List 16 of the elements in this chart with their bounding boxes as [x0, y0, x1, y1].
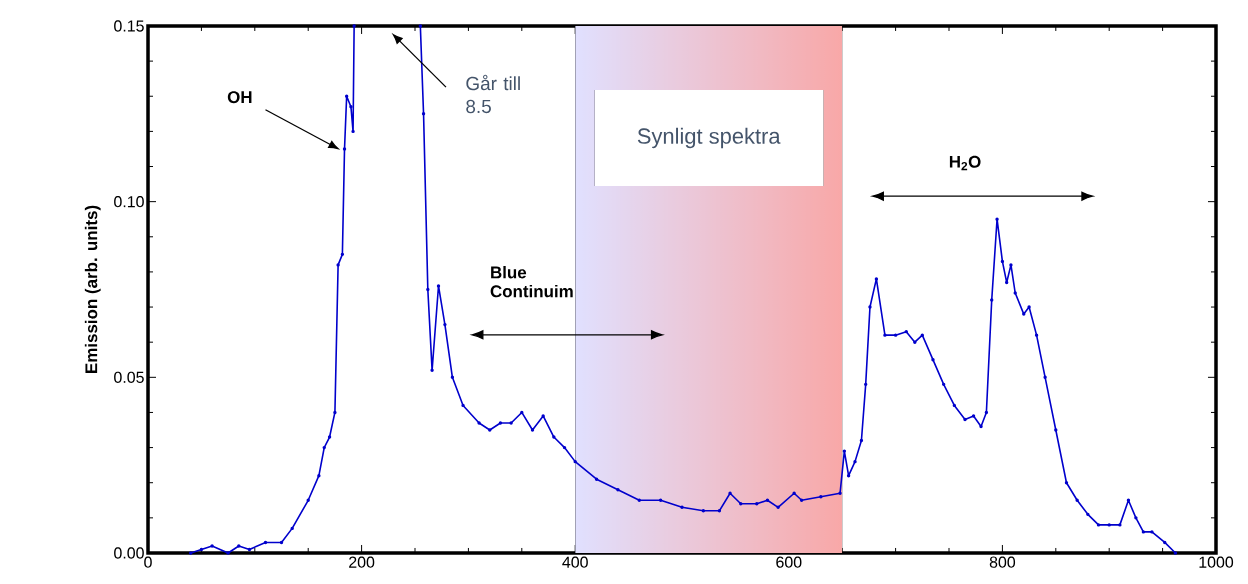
x-tick-label: 600	[776, 556, 802, 568]
y-tick-label: 0.10	[114, 196, 144, 208]
x-tick-label: 400	[562, 556, 588, 568]
x-tick-label: 0	[144, 556, 152, 568]
x-tick-label: 200	[349, 556, 375, 568]
y-tick-label: 0.00	[114, 547, 144, 559]
band-label: Synligt spektra	[637, 127, 781, 149]
annotation: OH	[227, 91, 252, 104]
y-tick-label: 0.15	[114, 20, 144, 32]
y-axis-title: Emission (arb. units)	[84, 205, 101, 373]
annotation: Går till 8.5	[466, 74, 520, 114]
x-tick-label: 1000	[1199, 556, 1234, 568]
x-tick-label: 800	[989, 556, 1016, 568]
annotation: Blue Continuim	[490, 265, 573, 298]
y-tick-label: 0.05	[114, 371, 144, 383]
annotation: H$_{2}$O	[949, 155, 981, 171]
